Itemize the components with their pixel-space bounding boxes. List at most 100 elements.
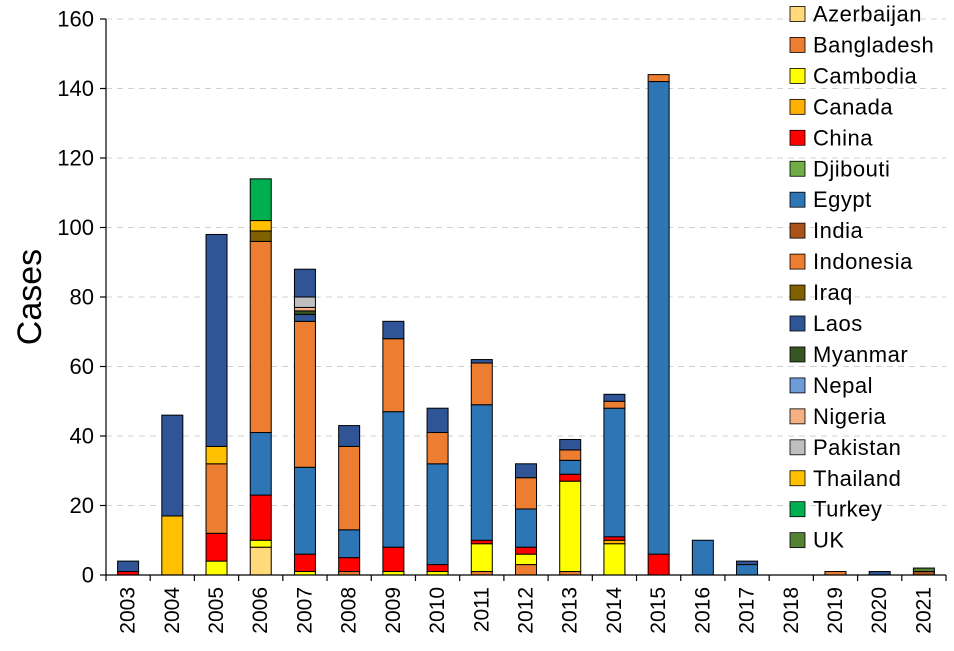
- bar-segment: [293, 306, 316, 312]
- x-tick-label: 2014: [603, 587, 626, 634]
- bar-segment: [647, 74, 670, 83]
- bar-segment: [559, 449, 582, 461]
- axes: [100, 18, 947, 581]
- legend-label: Bangladesh: [813, 32, 934, 57]
- bar-segment: [249, 432, 272, 496]
- x-tick-label: 2016: [691, 587, 714, 634]
- bar-segment: [603, 400, 626, 409]
- bar-segment: [515, 546, 537, 555]
- x-tick-label: 2006: [249, 587, 272, 634]
- x-tick-label: 2011: [470, 587, 493, 632]
- legend-swatch: [789, 6, 806, 22]
- bar-segment: [736, 560, 759, 566]
- legend-label: Nigeria: [813, 404, 886, 429]
- bar-segment: [426, 407, 449, 434]
- x-tick-label: 2005: [205, 587, 228, 634]
- bar-segment: [515, 564, 537, 576]
- bar-segment: [912, 567, 935, 573]
- legend-label: India: [813, 218, 863, 243]
- x-tick-label: 2003: [117, 587, 140, 634]
- bar-segment: [515, 477, 537, 510]
- bar-segment: [249, 494, 272, 541]
- y-tick-label: 0: [82, 563, 94, 588]
- x-tick-label: 2020: [868, 587, 891, 634]
- legend-swatch: [789, 129, 806, 146]
- legend-swatch: [789, 284, 806, 301]
- legend-label: Pakistan: [813, 435, 901, 460]
- bar-segment: [470, 359, 493, 364]
- legend-label: Iraq: [813, 280, 853, 305]
- bar-segment: [161, 515, 184, 576]
- legend-label: Laos: [813, 311, 863, 336]
- legend-label: Nepal: [813, 373, 873, 398]
- bar-segment: [691, 539, 714, 576]
- x-tick-label: 2013: [559, 587, 582, 634]
- legend-swatch: [789, 98, 806, 115]
- x-tick-label: 2015: [647, 587, 670, 634]
- legend-label: Djibouti: [813, 156, 890, 181]
- bar-segment: [559, 473, 582, 482]
- y-tick-label: 120: [57, 146, 94, 171]
- legend-swatch: [789, 377, 806, 394]
- bar-segment: [161, 414, 184, 517]
- x-tick-label: 2007: [293, 587, 316, 634]
- bar-segment: [293, 268, 316, 298]
- bar-segment: [470, 362, 493, 406]
- legend-swatch: [789, 253, 806, 270]
- bar-segment: [426, 432, 449, 465]
- bar-segment: [603, 393, 626, 402]
- legend-swatch: [789, 68, 806, 84]
- bar-segment: [293, 310, 316, 315]
- bar-segment: [603, 539, 626, 545]
- bar-segment: [470, 543, 493, 573]
- bar-segment: [338, 557, 361, 573]
- bar-segment: [249, 178, 272, 222]
- y-tick-label: 80: [70, 285, 94, 310]
- bar-segment: [205, 463, 228, 534]
- legend-label: Indonesia: [813, 249, 913, 274]
- bar-segment: [647, 553, 670, 576]
- x-tick-label: 2019: [824, 587, 847, 634]
- bar-segment: [249, 230, 272, 242]
- legend-swatch: [789, 346, 806, 363]
- bar-segment: [293, 553, 316, 573]
- x-tick-label: 2009: [382, 587, 405, 634]
- legend-swatch: [789, 470, 806, 487]
- legend-label: Canada: [813, 94, 893, 119]
- bar-segment: [515, 553, 537, 566]
- bar-segment: [559, 459, 582, 475]
- bar-segment: [338, 425, 361, 447]
- legend-label: Egypt: [813, 187, 872, 212]
- legend-swatch: [789, 222, 806, 239]
- bar-segment: [338, 529, 361, 559]
- legend-label: UK: [813, 528, 845, 553]
- y-tick-label: 40: [70, 424, 94, 449]
- bar-segment: [382, 338, 405, 413]
- y-tick-label: 100: [57, 215, 94, 240]
- bar-segment: [293, 466, 316, 555]
- legend-swatch: [789, 439, 806, 456]
- legend-label: Cambodia: [813, 63, 918, 88]
- bar-segment: [338, 445, 361, 531]
- legend-label: Myanmar: [813, 342, 908, 367]
- y-tick-label: 160: [57, 7, 94, 32]
- x-tick-label: 2021: [912, 587, 935, 634]
- bars: [117, 74, 935, 576]
- x-tick-label: 2017: [736, 587, 759, 634]
- bar-segment: [205, 233, 228, 447]
- bar-segment: [603, 407, 626, 538]
- bar-segment: [470, 539, 493, 545]
- bar-segment: [249, 220, 272, 232]
- legend-swatch: [789, 315, 806, 332]
- bar-segment: [249, 240, 272, 434]
- bar-segment: [382, 320, 405, 340]
- legend-swatch: [789, 408, 806, 425]
- bar-segment: [603, 543, 626, 576]
- x-tick-label: 2010: [426, 587, 449, 634]
- x-tick-label: 2004: [161, 587, 184, 634]
- bar-segment: [205, 445, 228, 465]
- bar-segment: [736, 564, 759, 576]
- y-tick-label: 60: [70, 354, 94, 379]
- bar-segment: [205, 560, 228, 576]
